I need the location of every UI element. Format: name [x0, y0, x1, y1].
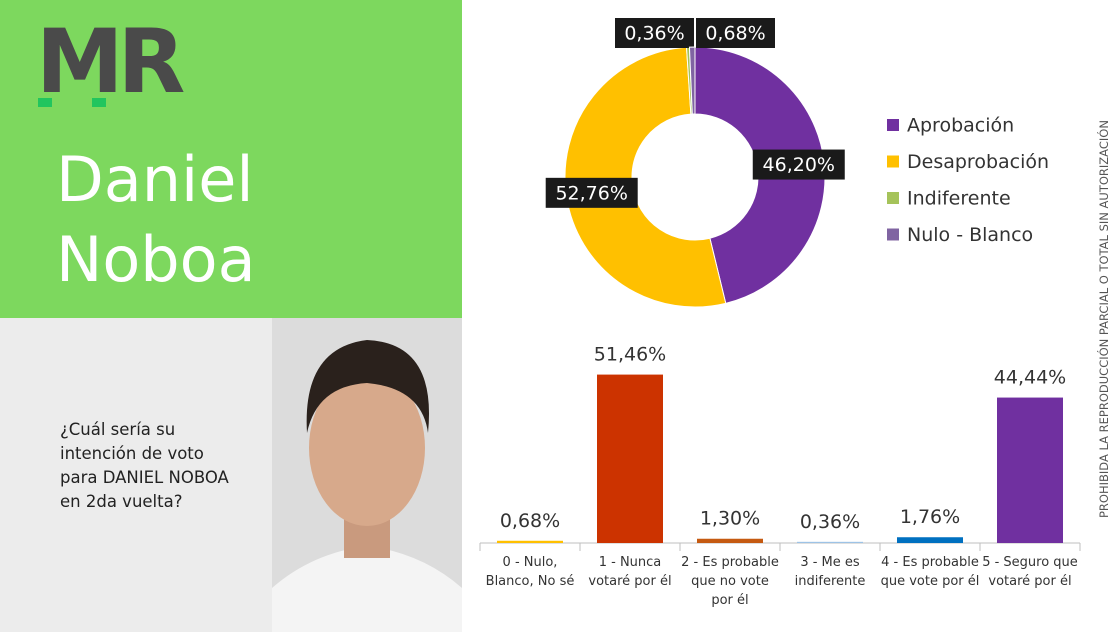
legend-swatch — [887, 119, 899, 131]
logo-dot — [38, 98, 52, 107]
x-tick-label: 5 - Seguro que votaré por él — [982, 555, 1078, 589]
value-label: 0,68% — [705, 23, 765, 45]
logo-dot — [92, 98, 106, 107]
bar — [697, 538, 763, 543]
value-label: 1,76% — [900, 506, 960, 528]
value-label: 44,44% — [994, 367, 1066, 389]
value-label-box — [615, 18, 694, 48]
value-label-box — [545, 177, 638, 208]
question-panel — [0, 318, 272, 632]
donut-slice — [564, 46, 727, 308]
value-label-box — [696, 18, 775, 48]
x-tick-label: 1 - Nunca votaré por él — [588, 555, 672, 589]
legend-swatch — [887, 228, 899, 241]
legend-swatch — [887, 155, 899, 168]
legend-label: Indiferente — [907, 188, 1011, 210]
bar — [797, 541, 863, 543]
x-tick-label: 4 - Es probable que vote por él — [880, 555, 980, 589]
question: ¿Cuál sería su intención de voto para DA… — [60, 420, 229, 511]
value-label: 46,20% — [763, 154, 835, 176]
value-label: 1,30% — [700, 508, 760, 530]
value-label: 0,36% — [624, 23, 684, 45]
hair — [306, 340, 430, 433]
bar — [497, 540, 563, 543]
bar — [997, 397, 1063, 543]
candidate-name: Daniel Noboa — [56, 143, 256, 296]
bar — [597, 374, 663, 543]
value-label: 0,68% — [500, 510, 560, 532]
donut-slice — [688, 46, 696, 115]
face — [309, 370, 425, 526]
bar — [897, 537, 963, 543]
value-label: 0,36% — [800, 511, 860, 533]
x-tick-label: 2 - Es probable que no vote por él — [681, 555, 779, 608]
disclaimer: PROHIBIDA LA REPRODUCCIÓN PARCIAL O TOTA… — [1097, 120, 1111, 518]
logo: MR — [36, 10, 185, 113]
x-tick-label: 0 - Nulo, Blanco, No sé — [485, 555, 575, 589]
shirt — [272, 546, 462, 632]
photo — [272, 318, 462, 632]
x-tick-label: 3 - Me es indiferente — [794, 555, 866, 589]
legend-swatch — [887, 192, 899, 204]
legend-label: Aprobación — [907, 115, 1014, 137]
value-label: 52,76% — [555, 182, 627, 204]
value-label-box — [752, 149, 845, 180]
value-label: 51,46% — [594, 344, 666, 366]
header-panel — [0, 0, 462, 318]
legend-label: Nulo - Blanco — [907, 224, 1033, 246]
legend-label: Desaprobación — [907, 151, 1049, 173]
